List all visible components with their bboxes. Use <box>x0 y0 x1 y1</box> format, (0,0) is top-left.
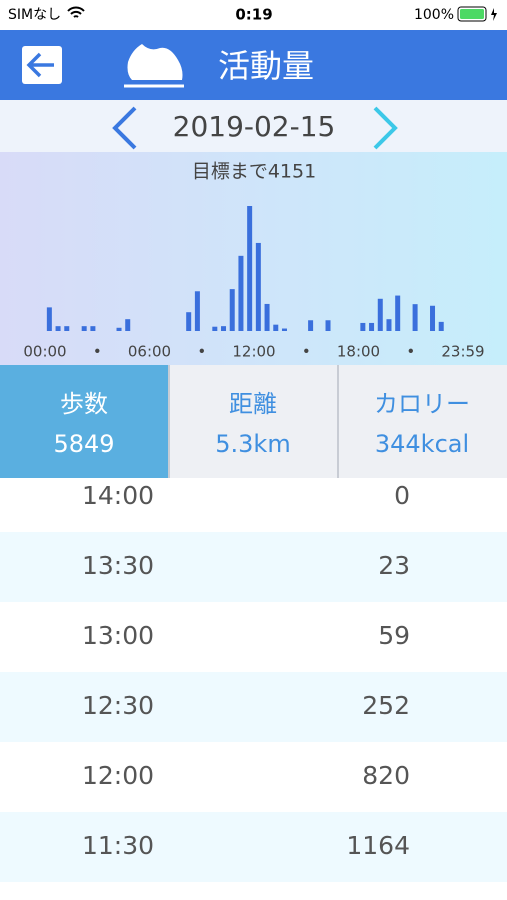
row-steps: 23 <box>378 551 410 580</box>
bar <box>412 304 418 331</box>
x-tick-label: • <box>93 343 102 361</box>
table-row <box>0 602 507 672</box>
charging-icon <box>491 8 497 21</box>
tab-value: 344kcal <box>375 430 469 458</box>
tab-label: 距離 <box>229 390 277 418</box>
back-arrow <box>26 52 54 78</box>
chart-area <box>0 152 507 365</box>
row-time: 14:00 <box>82 481 154 510</box>
row-time: 13:30 <box>82 551 154 580</box>
row-time: 11:30 <box>82 831 154 860</box>
row-time: 12:30 <box>82 691 154 720</box>
header-title: 活動量 <box>218 47 314 85</box>
table-row <box>0 672 507 742</box>
bar <box>221 326 227 331</box>
row-time: 12:00 <box>82 761 154 790</box>
row-steps: 252 <box>362 691 410 720</box>
bar <box>273 324 279 331</box>
bar <box>229 289 235 331</box>
table-row <box>0 742 507 812</box>
table-row <box>0 532 507 602</box>
tab-value: 5.3km <box>215 430 290 458</box>
tab-value: 5849 <box>53 430 114 458</box>
row-steps: 820 <box>362 761 410 790</box>
row-steps: 1164 <box>346 831 410 860</box>
bar <box>81 326 87 331</box>
bar <box>238 255 244 331</box>
date-bar <box>0 100 507 152</box>
battery-level: 100% <box>414 7 454 23</box>
bar <box>308 320 314 331</box>
bar <box>395 295 401 331</box>
bar <box>46 307 52 331</box>
x-tick-label: 00:00 <box>23 343 66 361</box>
bar <box>438 321 444 331</box>
x-tick-label: 18:00 <box>337 343 380 361</box>
bar <box>116 327 122 331</box>
chart-title: 目標まで4151 <box>192 161 316 183</box>
header-bar <box>0 30 507 100</box>
tab-selected[interactable] <box>0 365 168 478</box>
bar <box>55 326 61 331</box>
tab-label: カロリー <box>374 390 470 418</box>
row-steps: 59 <box>378 621 410 650</box>
bar <box>186 312 192 331</box>
date: 2019-02-15 <box>173 110 336 143</box>
bar <box>194 291 200 331</box>
bar <box>360 322 366 331</box>
bar <box>90 326 96 331</box>
battery-icon <box>457 6 487 22</box>
x-tick-label: 06:00 <box>128 343 171 361</box>
x-tick-label: 12:00 <box>232 343 275 361</box>
tab-label: 歩数 <box>60 390 108 418</box>
row-steps: 0 <box>394 481 410 510</box>
bar <box>212 326 218 331</box>
next-day[interactable] <box>373 106 398 150</box>
bar <box>264 303 270 331</box>
x-tick-label: 23:59 <box>441 343 484 361</box>
bar <box>430 305 436 331</box>
bar <box>369 322 375 331</box>
bar <box>255 242 261 331</box>
prev-day[interactable] <box>112 106 137 150</box>
carrier: SIMなし <box>8 7 61 23</box>
wifi-icon <box>67 6 85 18</box>
shoe-icon <box>127 44 183 80</box>
bar <box>377 298 383 331</box>
x-tick-label: • <box>406 343 415 361</box>
x-tick-label: • <box>197 343 206 361</box>
bar <box>247 206 253 331</box>
table-row <box>0 812 507 882</box>
x-tick-label: • <box>302 343 311 361</box>
bar <box>281 328 287 331</box>
bar <box>386 319 392 331</box>
clock: 0:19 <box>235 6 272 24</box>
battery-fill <box>460 9 484 19</box>
bar <box>125 319 131 331</box>
bar <box>325 320 331 331</box>
bar <box>64 326 70 331</box>
row-time: 13:00 <box>82 621 154 650</box>
